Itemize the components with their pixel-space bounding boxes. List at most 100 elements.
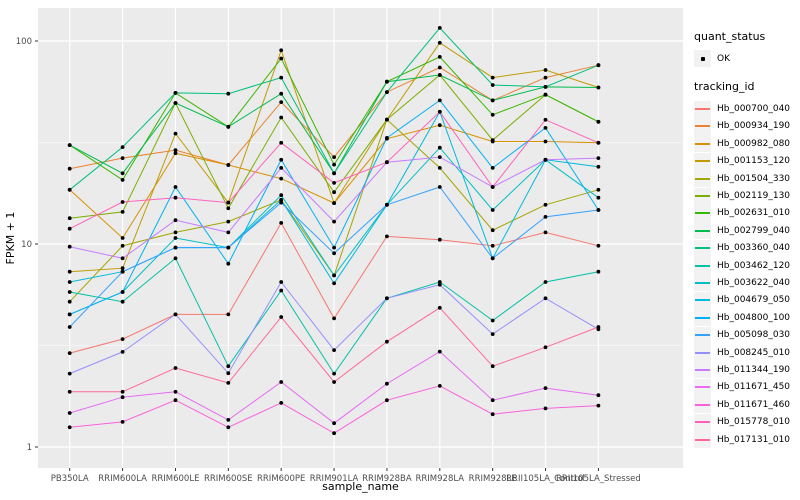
data-point — [332, 281, 336, 286]
data-point — [279, 198, 284, 202]
data-point — [385, 79, 389, 84]
series-color-line-icon — [695, 438, 710, 441]
legend-key — [694, 361, 711, 379]
x-tick-label: RRIM928LE — [469, 474, 517, 484]
legend-key — [694, 135, 711, 153]
y-axis-title: FPKM + 1 — [4, 212, 17, 265]
data-point — [543, 92, 548, 97]
data-point — [279, 288, 284, 293]
legend-item-label: Hb_005098_030 — [717, 330, 791, 341]
data-point — [490, 138, 495, 143]
legend-item-tracking-id: Hb_003622_040 — [694, 274, 800, 292]
panel-background — [38, 8, 683, 468]
data-point — [385, 398, 389, 403]
legend-item-label: Hb_003360_040 — [717, 243, 791, 254]
data-point — [67, 244, 72, 249]
data-point — [437, 109, 442, 114]
series-color-line-icon — [695, 351, 710, 354]
data-point — [173, 195, 178, 200]
data-point — [173, 236, 178, 240]
point-symbol-icon — [700, 56, 705, 61]
data-point — [173, 218, 178, 223]
legend-item-tracking-id: Hb_011671_460 — [694, 396, 800, 414]
data-point — [173, 131, 178, 136]
legend-item-tracking-id: Hb_004679_050 — [694, 291, 800, 309]
data-point — [596, 403, 601, 408]
legend-item-label: Hb_002119_130 — [717, 191, 791, 202]
data-point — [226, 163, 231, 167]
data-point — [385, 296, 389, 301]
data-point — [67, 411, 72, 415]
data-point — [173, 389, 178, 394]
legend-item-label: Hb_008245_010 — [717, 347, 791, 358]
series-color-line-icon — [695, 316, 710, 319]
data-point — [437, 145, 442, 150]
data-point — [279, 200, 284, 205]
data-point — [437, 237, 442, 242]
data-point — [67, 371, 72, 376]
data-point — [490, 364, 495, 369]
data-point — [490, 112, 495, 117]
data-point — [490, 256, 495, 261]
data-point — [490, 243, 495, 248]
legend-item-label: Hb_017131_010 — [717, 434, 791, 445]
legend-key — [694, 291, 711, 309]
legend-item-tracking-id: Hb_002631_010 — [694, 204, 800, 222]
data-point — [332, 421, 336, 426]
data-point — [490, 318, 495, 323]
data-point — [226, 418, 231, 422]
data-point — [543, 126, 548, 130]
data-point — [385, 202, 389, 207]
legend-item-label: Hb_000934_190 — [717, 121, 791, 132]
data-point — [279, 176, 284, 181]
data-point — [543, 139, 548, 144]
legend-key — [694, 100, 711, 118]
data-point — [596, 325, 601, 329]
legend-item-label: Hb_003462_120 — [717, 260, 791, 271]
data-point — [490, 398, 495, 403]
data-point — [385, 381, 389, 386]
data-point — [596, 63, 601, 68]
legend-key — [694, 204, 711, 222]
data-point — [279, 115, 284, 120]
data-point — [120, 269, 125, 274]
data-point — [596, 119, 601, 124]
data-point — [279, 48, 284, 53]
data-point — [490, 83, 495, 87]
legend-item-quant-status: OK — [694, 50, 800, 68]
data-point — [67, 312, 72, 317]
legend-key — [694, 396, 711, 414]
series-color-line-icon — [695, 421, 710, 424]
data-point — [543, 117, 548, 122]
data-point — [67, 351, 72, 355]
data-point — [490, 208, 495, 212]
data-point — [226, 91, 231, 96]
data-point — [67, 187, 72, 192]
data-point — [226, 219, 231, 224]
legend-quant-status-items: OK — [694, 50, 800, 68]
legend-item-tracking-id: Hb_011671_450 — [694, 378, 800, 396]
x-tick-label: RRIM600LE — [151, 474, 199, 484]
data-point — [596, 195, 601, 200]
legend-item-label: Hb_001504_330 — [717, 173, 791, 184]
data-point — [596, 243, 601, 248]
data-point — [120, 290, 125, 294]
data-point — [120, 266, 125, 271]
data-point — [173, 230, 178, 235]
data-point — [596, 140, 601, 145]
data-point — [543, 202, 548, 207]
data-point — [226, 124, 231, 129]
data-point — [226, 245, 231, 250]
series-color-line-icon — [695, 247, 710, 250]
data-point — [226, 230, 231, 235]
data-point — [120, 210, 125, 214]
data-point — [226, 200, 231, 205]
data-point — [226, 381, 231, 385]
data-point — [173, 101, 178, 105]
legend-key — [694, 274, 711, 292]
legend-item-label: Hb_002631_010 — [717, 208, 791, 219]
data-point — [332, 181, 336, 185]
data-point — [67, 269, 72, 274]
y-tick-label: 10 — [21, 240, 32, 250]
data-point — [596, 156, 601, 161]
